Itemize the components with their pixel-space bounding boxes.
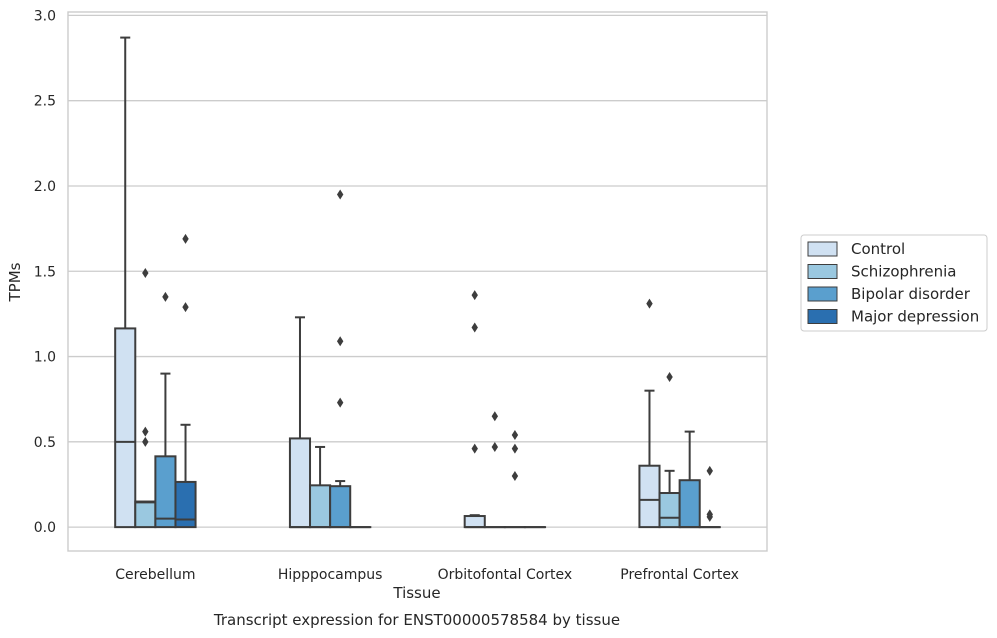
box-rect bbox=[638, 464, 661, 529]
box-rect bbox=[658, 492, 681, 529]
legend-swatch bbox=[807, 286, 838, 302]
y-tick-label: 3.0 bbox=[34, 8, 56, 24]
outlier-marker bbox=[666, 372, 673, 383]
box-control bbox=[288, 316, 312, 529]
plot-area-frame bbox=[67, 11, 768, 552]
legend-label: Schizophrenia bbox=[851, 263, 956, 281]
legend-label: Major depression bbox=[851, 308, 979, 326]
outlier-marker bbox=[471, 322, 478, 333]
y-tick-label: 2.5 bbox=[34, 94, 56, 110]
box-rect bbox=[174, 480, 197, 529]
box-rect bbox=[114, 327, 137, 529]
y-tick-labels: 0.0 0.5 1.0 1.5 2.0 2.5 3.0 bbox=[34, 8, 56, 536]
box-bipolar-disorder bbox=[678, 430, 701, 529]
box-control bbox=[463, 290, 486, 529]
y-tick-label: 1.5 bbox=[34, 264, 56, 280]
box-rect bbox=[134, 500, 157, 529]
legend-label: Control bbox=[851, 240, 905, 258]
box-schizophrenia bbox=[309, 445, 332, 529]
y-tick-label: 0.5 bbox=[34, 435, 56, 451]
outlier-marker bbox=[336, 397, 344, 408]
x-tick-label: Orbitofontal Cortex bbox=[438, 567, 573, 583]
legend-swatch bbox=[807, 241, 838, 257]
box-bipolar-disorder bbox=[154, 291, 177, 529]
outlier-marker bbox=[471, 290, 478, 301]
box-rect bbox=[309, 484, 332, 529]
box-bipolar-disorder bbox=[329, 189, 352, 529]
outlier-marker bbox=[336, 336, 344, 347]
x-tick-label: Hipppocampus bbox=[278, 567, 383, 583]
outlier-marker bbox=[511, 443, 519, 454]
outlier-marker bbox=[182, 233, 189, 244]
legend-swatch bbox=[807, 309, 838, 324]
box-schizophrenia bbox=[483, 411, 506, 529]
box-rect bbox=[329, 485, 352, 529]
box-major-depression bbox=[698, 465, 721, 529]
x-tick-labels: Cerebellum Hipppocampus Orbitofontal Corte… bbox=[115, 567, 739, 583]
legend-swatch bbox=[807, 264, 838, 279]
outlier-marker bbox=[706, 465, 713, 476]
box-rect bbox=[463, 515, 486, 529]
outlier-marker bbox=[142, 426, 149, 437]
box-bipolar-disorder bbox=[503, 430, 526, 529]
box-control bbox=[638, 298, 661, 529]
box-series bbox=[114, 36, 721, 529]
outlier-marker bbox=[142, 267, 149, 278]
outlier-marker bbox=[182, 302, 189, 313]
box-rect bbox=[154, 455, 177, 529]
outlier-marker bbox=[706, 509, 713, 520]
box-schizophrenia bbox=[134, 267, 157, 529]
y-tick-label: 2.0 bbox=[34, 179, 56, 195]
legend: Control Schizophrenia Bipolar disorder Majo… bbox=[800, 234, 988, 332]
outlier-marker bbox=[646, 298, 653, 309]
x-axis-label: Tissue bbox=[392, 584, 440, 602]
box-schizophrenia bbox=[658, 372, 681, 529]
outlier-marker bbox=[162, 291, 169, 302]
y-tick-label: 0.0 bbox=[34, 520, 56, 536]
outlier-marker bbox=[491, 441, 499, 452]
y-axis-label: TPMs bbox=[6, 262, 24, 302]
outlier-marker bbox=[511, 470, 519, 481]
outlier-marker bbox=[491, 411, 499, 422]
outlier-marker bbox=[142, 436, 149, 447]
legend-frame bbox=[800, 234, 988, 332]
box-control bbox=[114, 36, 137, 529]
legend-label: Bipolar disorder bbox=[851, 285, 971, 303]
box-rect bbox=[678, 479, 701, 529]
box-rect bbox=[288, 437, 312, 529]
outlier-marker bbox=[471, 443, 478, 454]
box-major-depression bbox=[174, 233, 197, 529]
chart-caption: Transcript expression for ENST0000057858… bbox=[213, 611, 620, 629]
y-tick-label: 1.0 bbox=[34, 350, 56, 366]
x-tick-label: Cerebellum bbox=[115, 567, 195, 583]
y-gridlines bbox=[68, 14, 767, 528]
x-tick-label: Prefrontal Cortex bbox=[620, 567, 739, 583]
outlier-marker bbox=[336, 189, 344, 200]
outlier-marker bbox=[511, 430, 519, 441]
